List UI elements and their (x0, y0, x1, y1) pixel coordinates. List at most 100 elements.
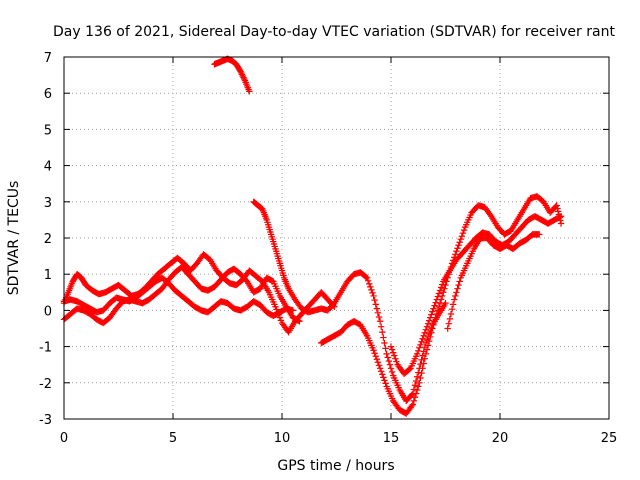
x-tick-label: 25 (601, 431, 618, 446)
data-point (413, 350, 421, 358)
data-point (413, 386, 421, 394)
data-point (424, 342, 432, 349)
data-point (411, 394, 419, 401)
data-point (439, 292, 446, 300)
data-point (417, 374, 424, 382)
data-point (377, 323, 385, 330)
data-point (374, 359, 382, 366)
data-point (376, 318, 384, 325)
data-point (460, 226, 468, 234)
data-point (454, 285, 461, 292)
data-point (240, 74, 247, 81)
data-point (408, 402, 415, 410)
data-point (455, 281, 462, 289)
data-point (416, 344, 423, 352)
series-6 (318, 193, 565, 417)
data-point (371, 350, 378, 357)
data-point (419, 335, 426, 342)
x-axis-label: GPS time / hours (277, 458, 394, 474)
data-point (424, 320, 432, 327)
data-point (554, 205, 561, 212)
data-point (453, 289, 460, 296)
y-tick-label: 6 (44, 87, 52, 102)
data-point (429, 308, 436, 315)
data-point (296, 318, 303, 325)
data-point (434, 293, 442, 300)
data-point (459, 229, 467, 237)
y-tick-label: -3 (39, 413, 52, 428)
data-point (416, 379, 423, 386)
data-point (430, 305, 437, 312)
data-point (441, 285, 448, 292)
data-point (388, 368, 396, 376)
data-point (385, 357, 393, 365)
data-point (384, 354, 391, 361)
data-point (446, 315, 454, 323)
data-point (453, 248, 460, 255)
series-5 (250, 198, 449, 405)
series-7 (387, 213, 565, 377)
series-8 (444, 231, 543, 332)
data-point (289, 307, 297, 314)
data-point (410, 397, 418, 405)
data-point (367, 283, 374, 291)
data-point (238, 71, 246, 78)
series-4 (211, 55, 253, 95)
data-point (440, 289, 447, 296)
data-point (458, 232, 466, 240)
data-point (380, 334, 387, 341)
data-point (448, 305, 456, 313)
data-point (442, 281, 449, 289)
data-point (406, 366, 413, 373)
data-point (420, 360, 427, 367)
y-tick-label: 1 (44, 268, 52, 283)
data-point (423, 346, 431, 353)
grid-lines (64, 57, 609, 419)
data-point (239, 72, 246, 80)
data-point (387, 365, 395, 372)
data-point (241, 75, 248, 83)
y-tick-label: 7 (44, 51, 52, 66)
data-point (421, 329, 428, 336)
data-point (456, 239, 463, 246)
x-tick-label: 10 (274, 431, 291, 446)
data-point (432, 314, 439, 321)
data-point (425, 317, 433, 324)
data-point (553, 202, 560, 209)
data-point (436, 287, 444, 294)
data-point (456, 278, 463, 285)
data-point (381, 377, 388, 384)
data-point (431, 318, 438, 325)
data-point (375, 362, 383, 369)
data-point (557, 220, 565, 227)
data-point (371, 296, 378, 304)
data-point (451, 296, 458, 303)
data-point (454, 245, 461, 252)
data-point (418, 338, 425, 345)
data-point (379, 371, 386, 378)
data-point (455, 242, 462, 249)
x-tick-label: 15 (383, 431, 400, 446)
data-point (417, 341, 424, 348)
data-point (449, 301, 457, 308)
data-point (554, 208, 562, 215)
data-point (380, 374, 387, 381)
data-point (392, 355, 399, 362)
data-point (376, 365, 384, 372)
data-point (557, 213, 565, 220)
data-point (422, 326, 430, 333)
data-point (237, 68, 244, 75)
data-point (362, 273, 370, 281)
data-point (238, 69, 245, 77)
data-point (363, 274, 371, 282)
chart-title: Day 136 of 2021, Sidereal Day-to-day VTE… (53, 24, 615, 40)
data-point (427, 333, 434, 341)
data-point (415, 383, 422, 390)
data-point (428, 329, 435, 336)
data-point (442, 299, 449, 307)
data-point (428, 311, 435, 318)
data-point (425, 337, 433, 345)
y-axis-label: SDTVAR / TECUs (6, 181, 22, 296)
data-point (391, 352, 398, 359)
x-tick-label: 20 (492, 431, 509, 446)
